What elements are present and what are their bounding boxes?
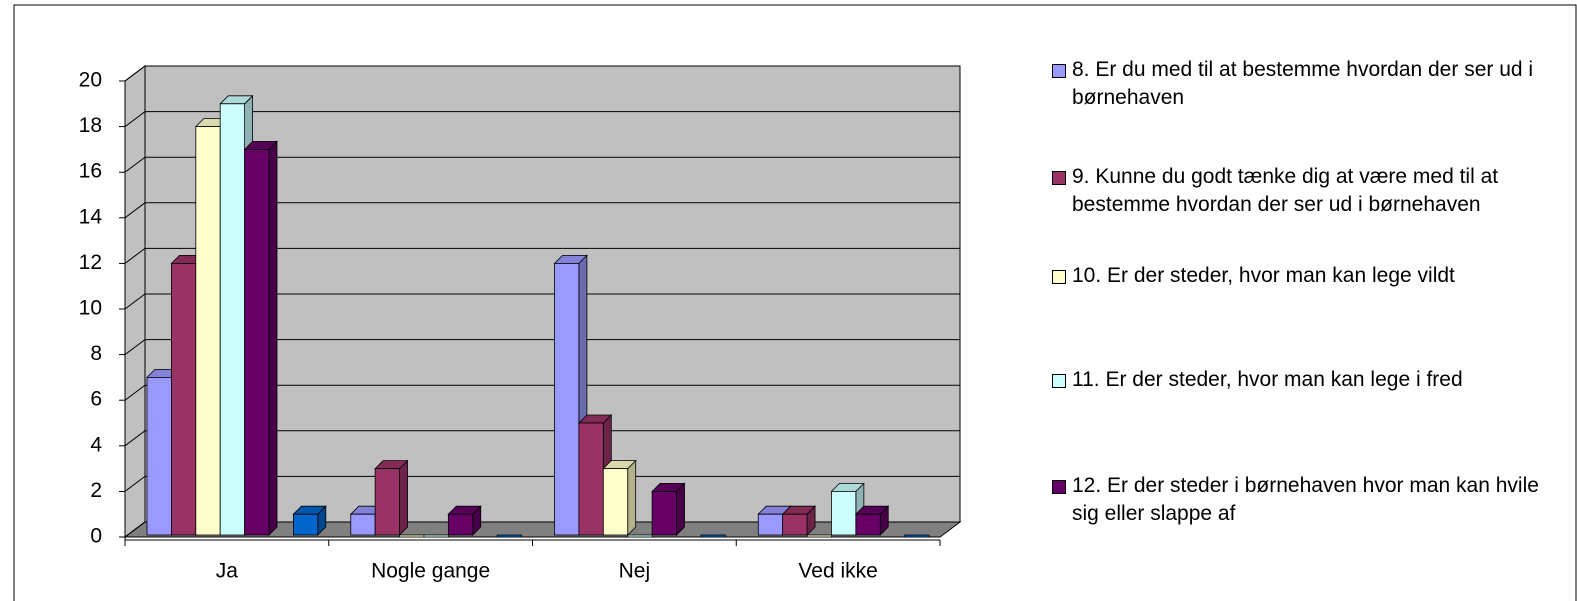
- legend-entry: 10. Er der steder, hvor man kan lege vil…: [1052, 262, 1567, 290]
- y-tick-label: 10: [79, 297, 102, 320]
- y-tick-label: 4: [90, 433, 102, 456]
- bar: [578, 422, 604, 536]
- bars: [146, 94, 930, 538]
- bar: [554, 262, 580, 536]
- bar: [146, 376, 172, 536]
- bar-side: [399, 459, 408, 536]
- bar-side: [676, 482, 685, 536]
- grid-line: [124, 384, 960, 401]
- y-tick-label: 2: [90, 479, 102, 502]
- bar-side: [268, 140, 278, 536]
- bar: [757, 513, 784, 536]
- grid-line: [124, 156, 960, 173]
- y-tick-label: 12: [79, 251, 102, 274]
- legend-entry: 9. Kunne du godt tænke dig at være med t…: [1052, 163, 1567, 219]
- legend-label: 12. Er der steder i børnehaven hvor man …: [1072, 474, 1539, 525]
- grid: [124, 65, 960, 538]
- y-tick-label: 18: [79, 114, 102, 137]
- bar: [350, 513, 376, 536]
- legend-entry: 11. Er der steder, hvor man kan lege i f…: [1052, 366, 1567, 394]
- bar: [219, 103, 245, 536]
- y-tick-label: 16: [79, 160, 102, 183]
- legend-label: 10. Er der steder, hvor man kan lege vil…: [1072, 264, 1455, 287]
- grid-line: [124, 521, 960, 538]
- bar: [700, 534, 726, 538]
- bar: [195, 126, 221, 536]
- bar: [496, 534, 522, 538]
- x-tick-label: Ved ikke: [798, 560, 877, 583]
- legend-swatch: [1052, 480, 1066, 494]
- x-tick-label: Ja: [216, 560, 239, 583]
- y-tick-label: 14: [79, 205, 103, 228]
- y-tick-label: 0: [90, 525, 102, 548]
- legend-entry: 8. Er du med til at bestemme hvordan der…: [1052, 56, 1567, 112]
- grid-line: [124, 202, 960, 219]
- grid-line: [124, 111, 960, 127]
- grid-line: [124, 293, 960, 310]
- bar: [602, 468, 629, 536]
- bar: [904, 534, 930, 538]
- bar: [423, 534, 449, 538]
- legend-swatch: [1052, 270, 1066, 284]
- legend-swatch: [1052, 171, 1066, 185]
- y-tick-label: 8: [90, 342, 102, 365]
- legend-label: 11. Er der steder, hvor man kan lege i f…: [1072, 368, 1463, 391]
- grid-line: [124, 475, 960, 492]
- y-tick-label: 20: [79, 69, 102, 92]
- bar: [651, 490, 677, 536]
- grid-line: [124, 247, 960, 264]
- chart-border: [13, 4, 1577, 601]
- bar: [855, 513, 881, 536]
- bar: [831, 490, 857, 536]
- bar: [447, 513, 474, 536]
- bar: [782, 513, 808, 536]
- bar: [244, 148, 270, 536]
- x-tick-label: Nogle gange: [371, 560, 490, 583]
- legend-label: 9. Kunne du godt tænke dig at være med t…: [1072, 165, 1499, 216]
- bar: [170, 262, 197, 536]
- bar: [627, 534, 653, 538]
- grid-line: [124, 430, 960, 447]
- grid-line: [124, 339, 960, 356]
- bar: [292, 513, 319, 536]
- bar: [374, 468, 400, 536]
- bar: [806, 534, 832, 538]
- grid-line: [124, 65, 960, 82]
- bar-side: [627, 459, 637, 536]
- legend-label: 8. Er du med til at bestemme hvordan der…: [1072, 58, 1534, 109]
- legend-swatch: [1052, 374, 1066, 388]
- legend-swatch: [1052, 64, 1066, 78]
- legend-entry: 12. Er der steder i børnehaven hvor man …: [1052, 472, 1567, 528]
- bar: [399, 534, 425, 538]
- x-tick-label: Nej: [619, 560, 651, 583]
- y-tick-label: 6: [90, 388, 102, 411]
